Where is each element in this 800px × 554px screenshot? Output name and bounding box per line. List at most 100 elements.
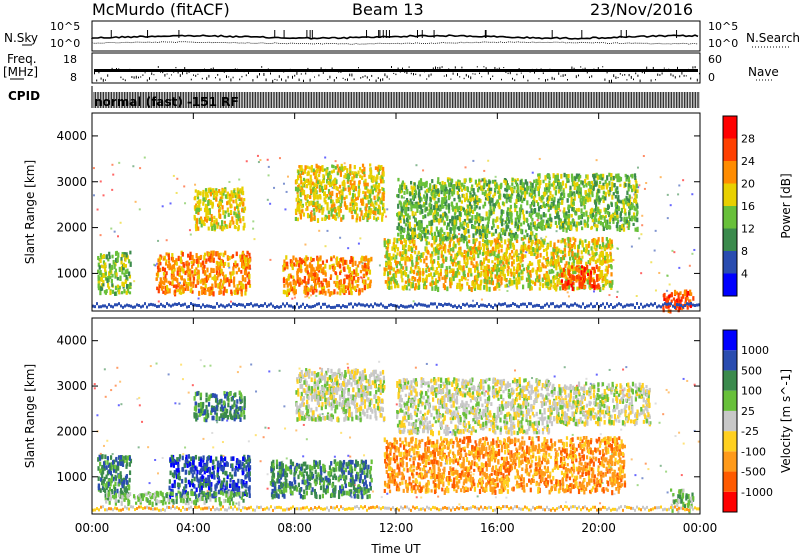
nave-dot <box>589 77 590 79</box>
echo-cell <box>537 267 539 270</box>
echo-cell <box>233 285 235 288</box>
echo-cell <box>343 279 345 284</box>
echo-cell <box>359 180 361 184</box>
echo-cell <box>430 226 432 231</box>
echo-cell <box>325 278 327 282</box>
echo-cell <box>197 201 199 204</box>
echo-cell <box>393 238 395 243</box>
echo-cell <box>283 259 285 263</box>
echo-cell <box>478 223 480 226</box>
echo-cell <box>226 277 228 282</box>
echo-cell <box>329 265 331 270</box>
echo-cell <box>463 194 465 198</box>
echo-cell <box>599 252 601 256</box>
echo-cell <box>177 271 179 276</box>
nave-dot <box>558 72 559 74</box>
echo-cell <box>208 291 210 296</box>
echo-cell <box>297 218 299 222</box>
echo-cell <box>401 195 403 198</box>
nave-dot <box>525 70 526 72</box>
echo-cell <box>503 194 505 198</box>
echo-cell <box>125 275 127 280</box>
echo-cell <box>490 240 492 245</box>
nave-dot <box>239 79 240 81</box>
echo-cell <box>296 180 298 184</box>
echo-cell <box>200 286 202 289</box>
echo-cell <box>302 172 304 175</box>
echo-cell <box>506 259 508 264</box>
echo-cell <box>486 284 488 288</box>
echo-cell <box>324 264 326 269</box>
speckle <box>360 276 362 278</box>
echo-cell <box>384 268 386 272</box>
echo-cell <box>493 251 495 256</box>
echo-cell <box>313 212 315 216</box>
echo-cell <box>358 192 360 197</box>
echo-cell <box>224 278 226 283</box>
speckle <box>162 205 164 207</box>
echo-cell <box>459 283 461 287</box>
echo-cell <box>209 218 211 221</box>
echo-cell <box>529 235 531 240</box>
echo-cell <box>449 195 451 199</box>
echo-cell <box>433 215 435 218</box>
echo-cell <box>431 193 433 196</box>
speckle <box>644 188 646 190</box>
echo-cell <box>428 268 430 272</box>
echo-cell <box>602 253 604 258</box>
echo-cell <box>479 285 481 290</box>
echo-cell <box>466 241 468 246</box>
echo-cell <box>339 264 341 269</box>
echo-cell <box>430 267 432 270</box>
echo-cell <box>402 251 404 254</box>
nave-dot <box>226 75 227 78</box>
echo-cell <box>316 267 318 271</box>
echo-cell <box>436 267 438 270</box>
echo-cell <box>531 262 533 265</box>
echo-cell <box>511 280 513 285</box>
echo-cell <box>501 209 503 214</box>
echo-cell <box>474 268 476 273</box>
speckle <box>481 299 483 301</box>
speckle <box>386 208 388 210</box>
echo-cell <box>401 207 403 212</box>
echo-cell <box>453 230 455 235</box>
echo-cell <box>361 176 363 180</box>
echo-cell <box>194 196 196 200</box>
echo-cell <box>304 268 306 271</box>
echo-cell <box>244 277 246 282</box>
echo-cell <box>184 271 186 275</box>
echo-cell <box>304 165 306 170</box>
echo-cell <box>510 272 512 277</box>
echo-cell <box>410 267 412 271</box>
echo-cell <box>610 247 612 250</box>
nave-dot <box>98 71 99 73</box>
echo-cell <box>554 283 556 288</box>
speckle <box>637 167 639 169</box>
echo-cell <box>522 182 524 186</box>
echo-cell <box>448 210 450 214</box>
echo-cell <box>111 283 113 287</box>
echo-cell <box>429 282 431 286</box>
echo-cell <box>213 268 215 272</box>
echo-cell <box>322 290 324 295</box>
echo-cell <box>430 257 432 261</box>
echo-cell <box>212 291 214 296</box>
echo-cell <box>408 245 410 250</box>
echo-cell <box>497 191 499 194</box>
nave-dot <box>274 79 275 80</box>
echo-cell <box>335 166 337 170</box>
echo-cell <box>470 273 472 276</box>
echo-cell <box>319 166 321 171</box>
nave-dot <box>96 79 97 81</box>
echo-cell <box>418 181 420 186</box>
nave-dot <box>241 76 242 77</box>
echo-cell <box>484 217 486 220</box>
echo-cell <box>538 264 540 267</box>
echo-cell <box>300 264 302 268</box>
nave-dot <box>448 68 449 70</box>
echo-cell <box>485 273 487 278</box>
nave-dot <box>607 72 608 74</box>
echo-cell <box>208 227 210 231</box>
nave-dot <box>325 69 326 71</box>
